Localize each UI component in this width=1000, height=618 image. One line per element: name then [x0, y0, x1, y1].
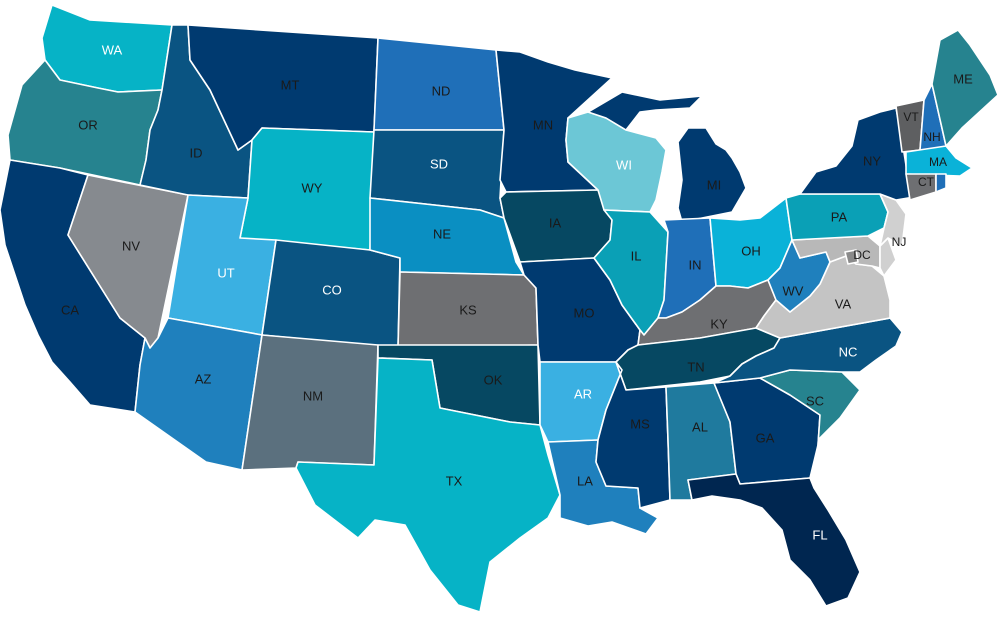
state-fl[interactable] [687, 473, 861, 607]
state-ia[interactable] [499, 189, 613, 263]
state-pa[interactable] [785, 193, 889, 241]
state-ct[interactable] [905, 173, 937, 201]
state-dc[interactable] [844, 249, 859, 265]
state-ri[interactable] [935, 173, 947, 193]
state-wy[interactable] [239, 127, 375, 251]
state-nm[interactable] [241, 334, 379, 471]
state-tx[interactable] [295, 357, 561, 613]
state-nc[interactable] [713, 317, 903, 384]
state-nj[interactable] [879, 193, 907, 247]
state-co[interactable] [261, 239, 401, 349]
state-nd[interactable] [373, 37, 505, 131]
state-mi[interactable] [587, 91, 747, 223]
state-ma[interactable] [905, 145, 973, 177]
state-me[interactable] [931, 29, 999, 147]
state-wa[interactable] [41, 4, 173, 93]
state-ks[interactable] [397, 271, 539, 349]
